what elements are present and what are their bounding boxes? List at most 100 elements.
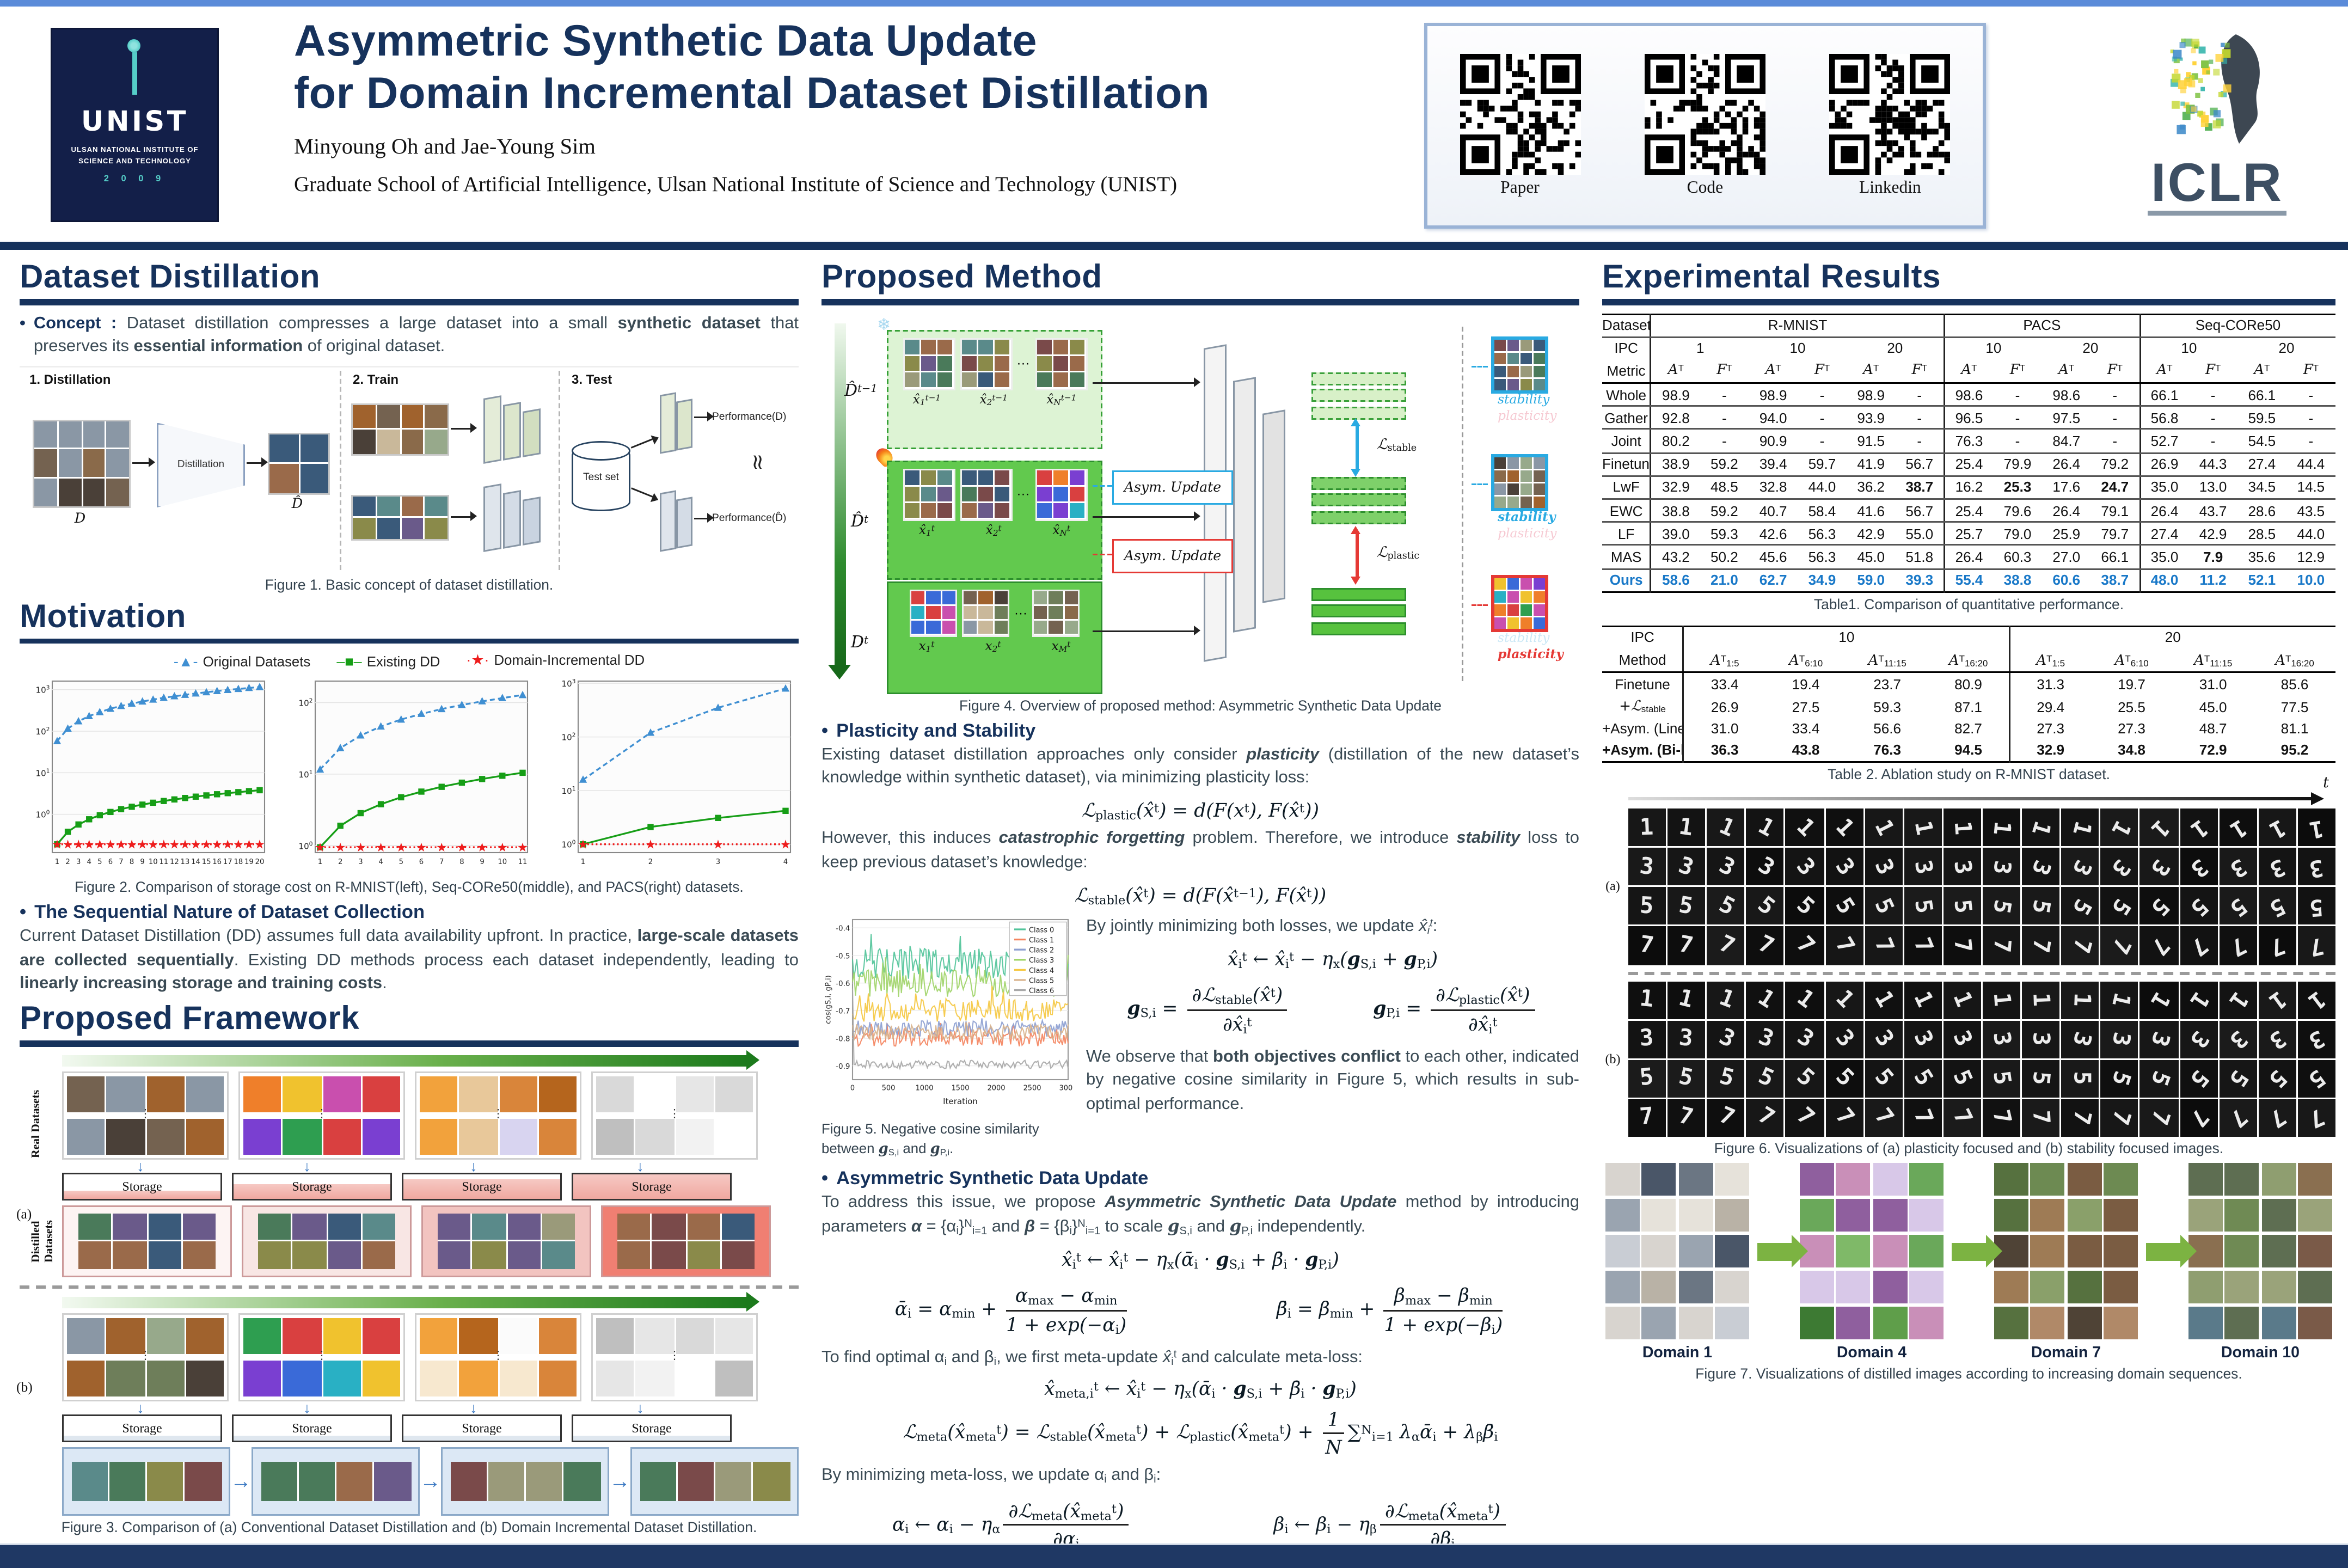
svg-text:★: ★ [645, 838, 656, 852]
svg-text:★: ★ [148, 838, 158, 852]
svg-text:-0.5: -0.5 [836, 952, 850, 961]
section-title: Experimental Results [1602, 260, 1941, 296]
real-dataset-sketch: ⋮ [591, 1070, 758, 1159]
network-icon [503, 489, 521, 549]
figure-3: Real Datasets (a) ⋮ ⋮ ⋮ ⋮ ↓ ↓ ↓ ↓ Storage S… [16, 1049, 799, 1515]
svg-text:101: 101 [36, 768, 50, 779]
svg-text:101: 101 [562, 786, 576, 797]
arrow-icon [247, 456, 268, 470]
svg-text:2000: 2000 [988, 1085, 1006, 1093]
figure-2: 100 101 102 103 1 2 3 4 5 6 7 8 9 10 11 12 13 14 15 16 17 18 1… [20, 673, 799, 876]
domain-label: Domain 7 [2031, 1344, 2101, 1363]
network-icon [1262, 408, 1285, 603]
domain-grid [1800, 1163, 1944, 1340]
plasticity-stability-heading: • Plasticity and Stability [822, 721, 1036, 741]
figure-2-legend: -▲- Original Datasets –■– Existing DD ·★· D… [173, 652, 645, 670]
svg-text:★: ★ [376, 841, 387, 855]
concept-paragraph: • Concept : Dataset distillation compress… [20, 314, 799, 357]
svg-text:100: 100 [299, 841, 313, 852]
green-arrow-icon [1756, 1235, 1807, 1268]
svg-text:★: ★ [73, 838, 84, 852]
storage-box: Storage [402, 1172, 562, 1200]
svg-text:-0.9: -0.9 [836, 1063, 850, 1071]
figure-5: -0.4 -0.5 -0.6 -0.7 -0.8 -0.9 0 500 1000 1500 2000… [822, 913, 1077, 1160]
qr-linkedin: Linkedin [1820, 54, 1960, 198]
svg-text:★: ★ [169, 838, 180, 852]
svg-text:★: ★ [335, 841, 346, 855]
svg-text:20: 20 [255, 859, 265, 867]
unist-logo: UNIST ULSAN NATIONAL INSTITUTE OF SCIENCE… [51, 28, 219, 222]
current-synthetic-box: ··· x̂1t x̂2t x̂Nt [887, 460, 1102, 579]
qr-paper: Paper [1450, 54, 1590, 198]
svg-text:Class 2: Class 2 [1029, 947, 1054, 955]
svg-text:7: 7 [119, 859, 123, 867]
svg-text:★: ★ [497, 841, 508, 855]
sequential-distilled-set [441, 1446, 609, 1515]
network-icon [503, 401, 521, 461]
svg-text:103: 103 [36, 684, 50, 695]
domain-grid [2188, 1163, 2332, 1340]
svg-text:102: 102 [36, 726, 50, 737]
svg-text:Class 5: Class 5 [1029, 977, 1054, 985]
svg-text:★: ★ [254, 838, 265, 852]
approx-icon: ≀≀ [751, 449, 764, 474]
storage-box: Storage [402, 1413, 562, 1442]
svg-text:15: 15 [202, 859, 211, 867]
svg-text:101: 101 [299, 769, 313, 780]
square-marker-icon: –■– [336, 653, 362, 670]
unist-wordmark: UNIST [81, 106, 189, 139]
svg-text:8: 8 [459, 859, 464, 867]
svg-text:100: 100 [562, 839, 576, 850]
domain-grid [1605, 1163, 1749, 1340]
distilled-set [62, 1204, 232, 1277]
figure-4: ❄ D̂t−1 ··· x̂1t−1 x̂2t−1 x̂Nt−1 D̂t ··· x… [822, 313, 1579, 694]
gs-equation: gS,i = ∂ℒstable(x̂t) ∂x̂it [1127, 984, 1291, 1037]
svg-text:★: ★ [416, 841, 427, 855]
svg-text:6: 6 [108, 859, 113, 867]
svg-text:★: ★ [222, 838, 233, 852]
distilled-set [421, 1204, 591, 1277]
storage-box: Storage [62, 1172, 222, 1200]
svg-text:★: ★ [84, 838, 95, 852]
triangle-marker-icon: -▲- [173, 653, 198, 670]
svg-text:6: 6 [419, 859, 424, 867]
sequential-distilled-set [630, 1446, 799, 1515]
section-title: Proposed Framework [20, 1001, 360, 1038]
svg-text:8: 8 [130, 859, 134, 867]
column-dataset-distillation: Dataset Distillation • Concept : Dataset … [16, 256, 799, 1568]
right-arrow-icon: → [609, 1467, 630, 1492]
header-divider [0, 242, 2348, 250]
network-icon [483, 483, 501, 552]
svg-text:19: 19 [244, 859, 254, 867]
figure-1: 1. Distillation 2. Train 3. Test D Disti… [20, 365, 799, 573]
svg-text:12: 12 [170, 859, 179, 867]
arrow-icon [451, 510, 477, 524]
storage-box: Storage [572, 1413, 732, 1442]
svg-text:★: ★ [105, 838, 116, 852]
asym-heading: • Asymmetric Synthetic Data Update [822, 1168, 1149, 1189]
svg-text:18: 18 [234, 859, 243, 867]
svg-text:★: ★ [94, 838, 105, 852]
svg-text:-0.7: -0.7 [836, 1007, 850, 1016]
network-icon [676, 496, 692, 548]
section-title: Dataset Distillation [20, 260, 321, 296]
network-icon [523, 408, 541, 457]
svg-text:★: ★ [212, 838, 223, 852]
svg-text:cos(gS,i, gP,i): cos(gS,i, gP,i) [825, 976, 833, 1025]
qr-code-icon [1459, 54, 1580, 175]
svg-text:★: ★ [115, 838, 126, 852]
time-arrow-icon [828, 322, 851, 679]
asym-update-plastic: Asym. Update [1112, 538, 1233, 573]
cosine-similarity-chart: -0.4 -0.5 -0.6 -0.7 -0.8 -0.9 0 500 1000 1500 2000… [825, 919, 1077, 1106]
svg-text:9: 9 [140, 859, 144, 867]
green-arrow-icon [1951, 1235, 2002, 1268]
svg-text:9: 9 [480, 859, 484, 867]
test-set-cylinder: Test set [571, 440, 631, 511]
svg-text:★: ★ [713, 838, 724, 852]
authors: Minyoung Oh and Jae-Young Sim [294, 133, 596, 158]
real-dataset-cartoon: ⋮ [415, 1070, 581, 1159]
svg-text:1000: 1000 [916, 1085, 934, 1093]
svg-text:★: ★ [477, 841, 488, 855]
